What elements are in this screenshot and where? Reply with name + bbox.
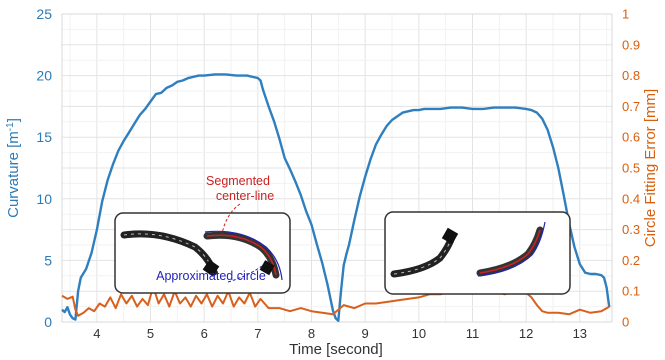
annotation-centerline: center-line <box>216 189 274 203</box>
approximated-circle-photo-left <box>203 230 283 281</box>
annotation-segmented: Segmented <box>206 174 270 188</box>
y-right-tick-label: 1 <box>622 7 629 22</box>
x-tick-label: 12 <box>519 326 533 341</box>
y-left-tick-label: 25 <box>36 6 52 22</box>
x-tick-label: 13 <box>573 326 587 341</box>
x-tick-label: 4 <box>93 326 100 341</box>
inset-left: Segmented center-line Approximated circl… <box>114 174 291 294</box>
x-tick-label: 11 <box>466 326 480 341</box>
y-right-tick-label: 0.5 <box>622 161 640 176</box>
y-left-tick-labels: 0 5 10 15 20 25 <box>36 6 52 330</box>
y-right-tick-label: 0.8 <box>622 68 640 83</box>
y-right-tick-label: 0.3 <box>622 222 640 237</box>
y-left-tick-label: 20 <box>36 68 52 84</box>
y-left-axis-label: Curvature [m-1] <box>5 118 23 218</box>
annotation-segmented-pointer <box>221 203 241 235</box>
plot-frame <box>61 13 613 323</box>
annotation-approximated: Approximated circle <box>156 269 266 283</box>
y-left-label-end: ] <box>5 118 22 122</box>
segmented-centerline-photo-left <box>120 230 220 277</box>
x-tick-label: 7 <box>254 326 261 341</box>
y-right-tick-label: 0.9 <box>622 37 640 52</box>
y-left-tick-label: 15 <box>36 129 52 145</box>
y-left-tick-label: 10 <box>36 191 52 207</box>
x-tick-label: 5 <box>147 326 154 341</box>
x-tick-label: 6 <box>201 326 208 341</box>
y-right-tick-label: 0 <box>622 315 629 330</box>
approximated-circle-photo-right <box>476 221 546 277</box>
inset-right-frame <box>384 211 571 295</box>
y-left-tick-label: 0 <box>44 314 52 330</box>
y-right-tick-label: 0.4 <box>622 191 640 206</box>
y-right-tick-label: 0.6 <box>622 130 640 145</box>
y-left-tick-label: 5 <box>44 252 52 268</box>
x-tick-label: 10 <box>412 326 426 341</box>
x-tick-label: 8 <box>308 326 315 341</box>
x-tick-label: 9 <box>362 326 369 341</box>
y-right-tick-labels: 0 0.1 0.2 0.3 0.4 0.5 0.6 0.7 0.8 0.9 1 <box>622 7 640 330</box>
y-right-tick-label: 0.1 <box>622 284 640 299</box>
x-tick-labels: 4 5 6 7 8 9 10 11 12 13 <box>93 326 587 341</box>
y-left-label-superscript: -1 <box>5 122 16 131</box>
y-right-tick-label: 0.7 <box>622 99 640 114</box>
inset-right <box>384 211 571 295</box>
y-right-axis-label: Circle Fitting Error [mm] <box>642 89 659 247</box>
series-line-curvature <box>61 73 611 322</box>
x-axis-label: Time [second] <box>289 341 383 358</box>
y-left-label-main: Curvature [m <box>5 131 22 218</box>
y-right-tick-label: 0.2 <box>622 253 640 268</box>
segmented-centerline-photo-right <box>390 227 459 278</box>
